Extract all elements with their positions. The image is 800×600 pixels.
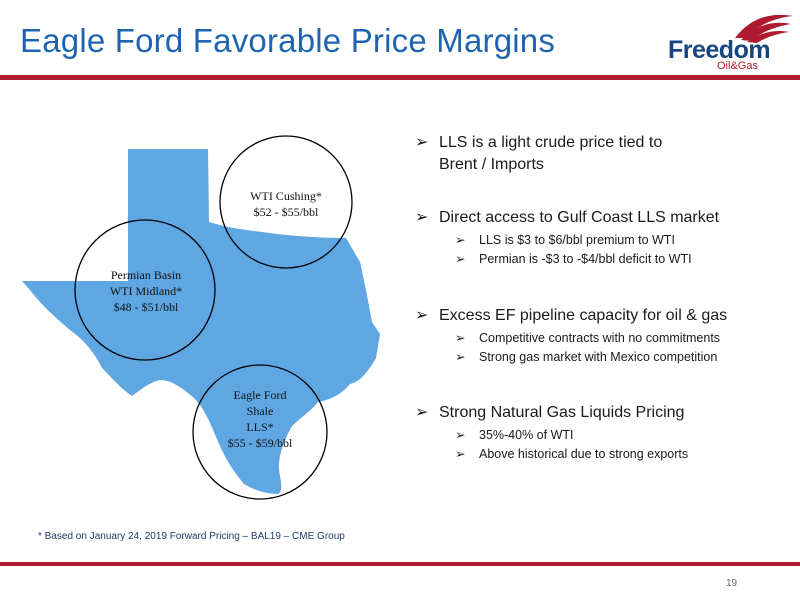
bullet-4-sub-2-text: Above historical due to strong exports: [479, 447, 689, 461]
logo-wordmark: Freedom: [668, 36, 771, 64]
logo-subtitle: Oil&Gas: [717, 60, 758, 72]
bullet-3-sub-1-text: Competitive contracts with no commitment…: [479, 331, 721, 345]
texas-shape: [22, 149, 380, 494]
cushing-price: $52 - $55/bbl: [253, 205, 319, 219]
bullet-2-sub-1-text: LLS is $3 to $6/bbl premium to WTI: [479, 233, 675, 247]
bullet-3: ➢ Excess EF pipeline capacity for oil & …: [415, 305, 727, 327]
permian-label: Permian Basin WTI Midland* $48 - $51/bbl: [86, 267, 206, 315]
arrow-bullet-icon: ➢: [455, 331, 466, 345]
cushing-circle: [219, 135, 353, 269]
eagle-ford-price: $55 - $59/bbl: [227, 436, 293, 450]
arrow-bullet-icon: ➢: [455, 252, 466, 266]
bullet-1-line-2: Brent / Imports: [439, 156, 544, 173]
bullet-2-sub-2: ➢ Permian is -$3 to -$4/bbl deficit to W…: [455, 250, 692, 268]
bullet-2-sub-1: ➢ LLS is $3 to $6/bbl premium to WTI: [455, 231, 675, 249]
eagle-wing-icon: [735, 14, 793, 43]
permian-circle: [74, 219, 216, 361]
arrow-bullet-icon: ➢: [415, 307, 429, 324]
bullet-3-sub-1: ➢ Competitive contracts with no commitme…: [455, 329, 720, 347]
bullet-4-sub-1: ➢ 35%-40% of WTI: [455, 426, 573, 444]
arrow-bullet-icon: ➢: [415, 404, 429, 421]
bullet-3-sub-2: ➢ Strong gas market with Mexico competit…: [455, 348, 717, 366]
permian-benchmark: WTI Midland*: [109, 284, 183, 298]
eagle-ford-label: Eagle Ford Shale LLS* $55 - $59/bbl: [210, 387, 310, 451]
arrow-bullet-icon: ➢: [415, 209, 429, 226]
bullet-2-text: Direct access to Gulf Coast LLS market: [439, 209, 720, 226]
arrow-bullet-icon: ➢: [415, 134, 429, 151]
header-rule: [0, 75, 800, 80]
freedom-logo: Freedom Oil&Gas: [665, 8, 795, 72]
permian-name: Permian Basin: [110, 268, 182, 282]
bullet-4-sub-1-text: 35%-40% of WTI: [479, 428, 574, 442]
eagle-ford-benchmark: LLS*: [246, 420, 274, 434]
arrow-bullet-icon: ➢: [455, 350, 466, 364]
bullet-4-sub-2: ➢ Above historical due to strong exports: [455, 445, 688, 463]
eagle-ford-circle: [192, 364, 328, 500]
eagle-ford-name: Eagle Ford: [233, 388, 287, 402]
bullet-3-sub-2-text: Strong gas market with Mexico competitio…: [479, 350, 718, 364]
cushing-name: WTI Cushing*: [250, 189, 322, 203]
page-number: 19: [726, 578, 738, 589]
bullet-2-sub-2-text: Permian is -$3 to -$4/bbl deficit to WTI: [479, 252, 692, 266]
bullet-3-text: Excess EF pipeline capacity for oil & ga…: [439, 307, 728, 324]
eagle-ford-shale: Shale: [246, 404, 274, 418]
footnote: * Based on January 24, 2019 Forward Pric…: [38, 531, 345, 542]
texas-map: [22, 135, 380, 500]
bullet-1-line-1: LLS is a light crude price tied to: [439, 134, 663, 151]
cushing-label: WTI Cushing* $52 - $55/bbl: [226, 188, 346, 220]
slide-title: Eagle Ford Favorable Price Margins: [20, 22, 556, 59]
bullet-1: ➢ LLS is a light crude price tied to Bre…: [415, 132, 662, 176]
arrow-bullet-icon: ➢: [455, 233, 466, 247]
permian-price: $48 - $51/bbl: [113, 300, 179, 314]
arrow-bullet-icon: ➢: [455, 447, 466, 461]
bullet-4-text: Strong Natural Gas Liquids Pricing: [439, 404, 685, 421]
arrow-bullet-icon: ➢: [455, 428, 466, 442]
bullet-2: ➢ Direct access to Gulf Coast LLS market: [415, 207, 719, 229]
footer-rule: [0, 562, 800, 566]
bullet-4: ➢ Strong Natural Gas Liquids Pricing: [415, 402, 684, 424]
